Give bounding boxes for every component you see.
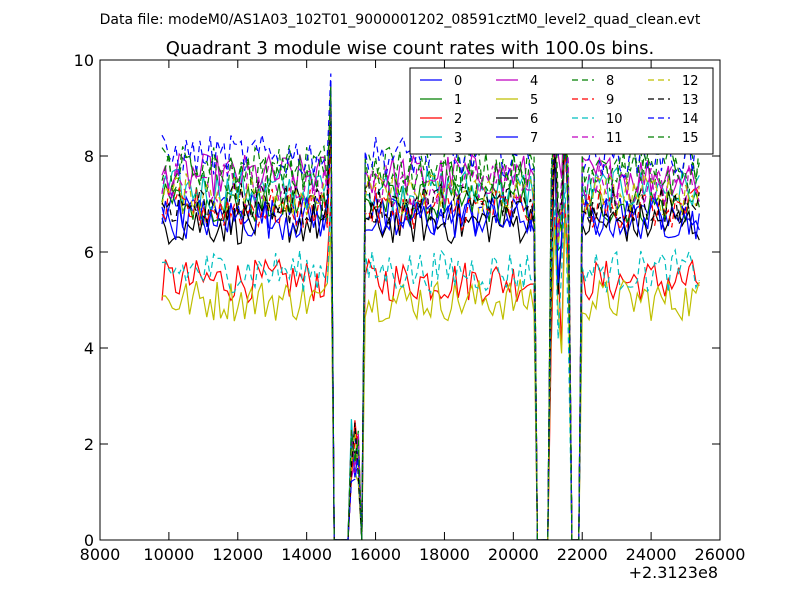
legend-label-11: 11 <box>606 131 623 146</box>
legend-label-0: 0 <box>454 74 462 89</box>
x-tick-label: 20000 <box>488 545 539 564</box>
legend-label-9: 9 <box>606 93 614 108</box>
x-tick-label: 26000 <box>695 545 746 564</box>
x-tick-label: 22000 <box>557 545 608 564</box>
legend-label-13: 13 <box>682 93 699 108</box>
legend-label-3: 3 <box>454 131 462 146</box>
legend-label-1: 1 <box>454 93 462 108</box>
legend-label-4: 4 <box>530 74 538 89</box>
y-tick-label: 6 <box>84 243 94 262</box>
legend-label-6: 6 <box>530 112 538 127</box>
legend-label-5: 5 <box>530 93 538 108</box>
legend-label-14: 14 <box>682 112 699 127</box>
x-tick-label: 8000 <box>80 545 121 564</box>
series-line-5 <box>161 218 700 540</box>
x-tick-label: 10000 <box>143 545 194 564</box>
x-tick-label: 12000 <box>212 545 263 564</box>
series-line-10 <box>161 182 700 540</box>
x-tick-label: 14000 <box>281 545 332 564</box>
plot-frame <box>99 59 721 541</box>
series-line-15 <box>161 89 700 540</box>
series-line-13 <box>161 121 700 540</box>
series-line-11 <box>161 89 700 540</box>
legend-label-15: 15 <box>682 131 699 146</box>
x-offset-label: +2.3123e8 <box>629 563 718 582</box>
series-line-8 <box>161 83 700 540</box>
axes: 8000 10000 12000 14000 16000 18000 20000 22000 2… <box>74 51 746 564</box>
y-tick-label: 4 <box>84 339 94 358</box>
y-tick-label: 0 <box>84 531 94 550</box>
suptitle: Data file: modeM0/AS1A03_102T01_90000012… <box>100 12 701 28</box>
legend-label-12: 12 <box>682 74 699 89</box>
legend-box <box>409 67 714 155</box>
series-line-7 <box>161 128 700 540</box>
series-line-4 <box>161 86 700 540</box>
series-line-9 <box>161 117 700 540</box>
x-tick-label: 16000 <box>350 545 401 564</box>
legend-label-10: 10 <box>606 112 623 127</box>
x-tick-label: 24000 <box>626 545 677 564</box>
y-tick-label: 2 <box>84 435 94 454</box>
series-line-2 <box>161 200 700 540</box>
legend-label-7: 7 <box>530 131 538 146</box>
legend-label-2: 2 <box>454 112 462 127</box>
series-line-0 <box>161 126 700 540</box>
series-layer <box>161 73 700 540</box>
chart-title: Quadrant 3 module wise count rates with … <box>166 38 655 59</box>
legend-label-8: 8 <box>606 74 614 89</box>
y-tick-label: 10 <box>74 51 94 70</box>
series-line-12 <box>161 105 700 540</box>
series-line-3 <box>161 104 700 540</box>
y-tick-label: 8 <box>84 147 94 166</box>
x-tick-label: 18000 <box>419 545 470 564</box>
